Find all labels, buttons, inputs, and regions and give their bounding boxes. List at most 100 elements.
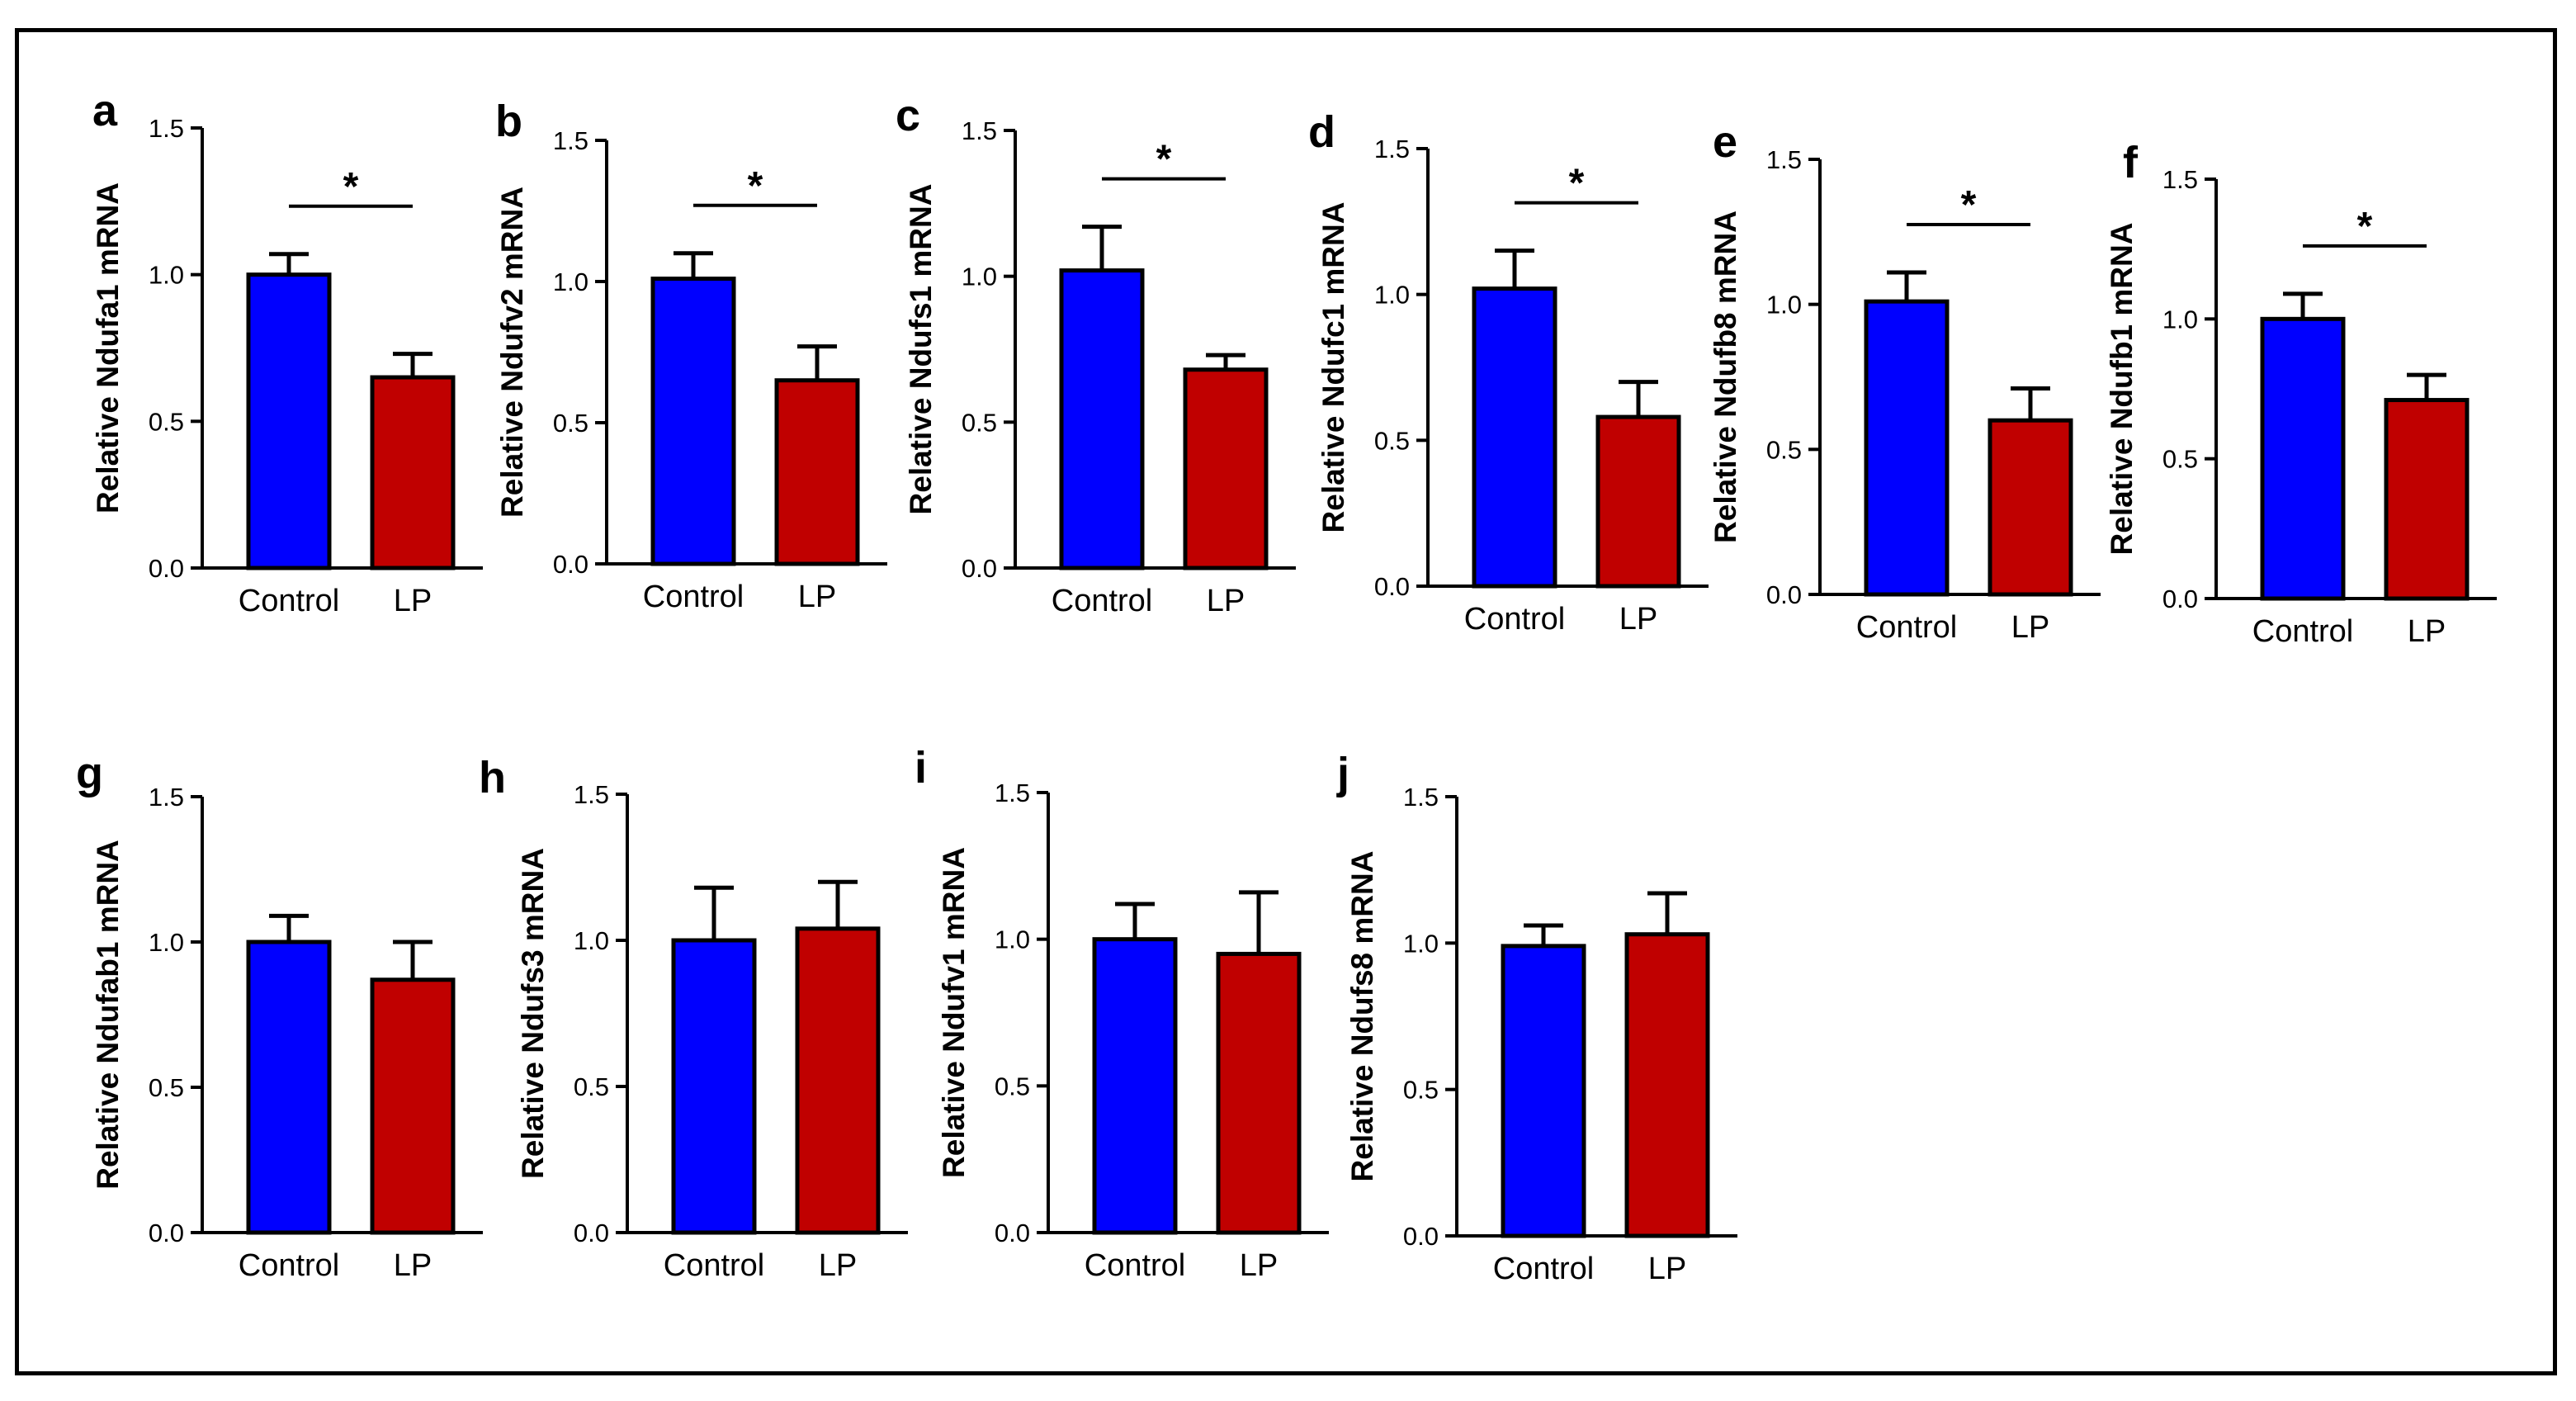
bar-control xyxy=(1472,286,1557,589)
category-label: Control xyxy=(1493,1252,1595,1286)
bar-lp xyxy=(1216,951,1302,1235)
y-tick-label: 1.0 xyxy=(1374,281,1410,310)
y-tick-label: 1.0 xyxy=(1766,291,1802,319)
panel-f: f 0.0 0.5 1.0 1.5 Relative Ndufb1 mRNA Control… xyxy=(2105,138,2497,649)
y-tick-label: 0.5 xyxy=(149,1073,184,1102)
y-tick-label: 1.5 xyxy=(553,126,588,155)
y-tick-label: 0.0 xyxy=(962,554,997,583)
bar-lp xyxy=(370,977,456,1235)
category-label: LP xyxy=(394,584,432,618)
panel-j: j 0.0 0.5 1.0 1.5 Relative Ndufs8 mRNA Control… xyxy=(1336,749,1737,1286)
y-tick-label: 1.0 xyxy=(962,263,997,291)
y-tick-label: 1.0 xyxy=(995,925,1030,954)
bar-control xyxy=(1501,944,1586,1238)
bar-lp xyxy=(774,378,860,566)
significance-marker: * xyxy=(748,164,763,208)
y-tick-label: 0.5 xyxy=(1403,1076,1439,1105)
category-label: Control xyxy=(643,580,744,614)
category-label: Control xyxy=(1856,610,1958,645)
y-axis-label: Relative Ndufs1 mRNA xyxy=(904,184,938,515)
y-tick-label: 1.5 xyxy=(2162,165,2198,194)
panel-i: i 0.0 0.5 1.0 1.5 Relative Ndufv1 mRNA Control… xyxy=(915,743,1329,1283)
y-tick-label: 0.5 xyxy=(2162,445,2198,474)
y-axis-label: Relative Ndufa1 mRNA xyxy=(91,182,125,514)
y-axis-label: Relative Ndufs3 mRNA xyxy=(516,848,550,1179)
y-tick-label: 1.0 xyxy=(149,261,184,290)
panel-a: a 0.0 0.5 1.0 1.5 Relative Ndufa1 mRNA Control… xyxy=(91,86,483,618)
panel-b: b 0.0 0.5 1.0 1.5 Relative Ndufv2 mRNA Control… xyxy=(495,97,887,614)
category-label: LP xyxy=(1648,1252,1686,1286)
y-tick-label: 0.0 xyxy=(574,1219,609,1247)
category-label: LP xyxy=(819,1248,857,1283)
bar-lp xyxy=(795,926,881,1235)
category-label: LP xyxy=(1240,1248,1278,1283)
category-label: LP xyxy=(394,1248,432,1283)
y-axis-label: Relative Ndufb8 mRNA xyxy=(1709,211,1742,543)
y-axis-label: Relative Ndufab1 mRNA xyxy=(91,840,125,1190)
bar-control xyxy=(1092,937,1178,1235)
bar-lp xyxy=(1183,367,1269,570)
bar-control xyxy=(2260,316,2346,601)
y-tick-label: 1.0 xyxy=(2162,305,2198,334)
category-label: LP xyxy=(1207,584,1245,618)
y-tick-label: 0.0 xyxy=(1403,1222,1439,1251)
panel-g: g 0.0 0.5 1.0 1.5 Relative Ndufab1 mRNA Contro… xyxy=(76,749,483,1283)
panel-e: e 0.0 0.5 1.0 1.5 Relative Ndufb8 mRNA Control… xyxy=(1709,117,2101,645)
y-tick-label: 1.0 xyxy=(149,928,184,957)
bar-control xyxy=(1864,299,1950,597)
panel-d: d 0.0 0.5 1.0 1.5 Relative Ndufc1 mRNA Control… xyxy=(1308,107,1709,637)
y-tick-label: 0.0 xyxy=(149,1219,184,1247)
y-axis-label: Relative Ndufv2 mRNA xyxy=(495,187,529,518)
panel-letter: f xyxy=(2123,138,2139,187)
category-label: Control xyxy=(239,584,340,618)
category-label: LP xyxy=(1619,602,1657,637)
y-axis-label: Relative Ndufb1 mRNA xyxy=(2105,223,2139,556)
y-tick-label: 1.0 xyxy=(553,267,588,296)
bar-lp xyxy=(1988,418,2073,597)
y-tick-label: 1.5 xyxy=(1374,135,1410,163)
y-axis-label: Relative Ndufc1 mRNA xyxy=(1316,202,1350,533)
bar-control xyxy=(246,272,332,570)
significance-marker: * xyxy=(2357,205,2373,248)
significance-marker: * xyxy=(1961,183,1977,227)
panel-c: c 0.0 0.5 1.0 1.5 Relative Ndufs1 mRNA Control… xyxy=(896,91,1296,618)
y-tick-label: 1.5 xyxy=(995,779,1030,807)
bar-control xyxy=(246,940,332,1235)
panel-letter: h xyxy=(479,753,506,802)
category-label: Control xyxy=(1085,1248,1186,1283)
panel-h: h 0.0 0.5 1.0 1.5 Relative Ndufs3 mRNA Control… xyxy=(479,753,908,1283)
category-label: Control xyxy=(239,1248,340,1283)
significance-marker: * xyxy=(1156,138,1172,182)
bar-lp xyxy=(1624,932,1710,1238)
significance-marker: * xyxy=(1569,162,1585,206)
panel-letter: g xyxy=(76,749,103,798)
y-tick-label: 0.0 xyxy=(2162,585,2198,613)
significance-marker: * xyxy=(343,165,359,209)
panel-letter: c xyxy=(896,91,920,140)
y-axis-label: Relative Ndufs8 mRNA xyxy=(1345,851,1379,1182)
y-tick-label: 0.0 xyxy=(995,1219,1030,1247)
y-tick-label: 1.5 xyxy=(962,116,997,145)
y-axis-label: Relative Ndufv1 mRNA xyxy=(937,847,971,1178)
y-tick-label: 0.5 xyxy=(1374,426,1410,455)
y-tick-label: 1.0 xyxy=(1403,929,1439,958)
y-tick-label: 1.5 xyxy=(574,780,609,809)
y-tick-label: 0.0 xyxy=(553,550,588,579)
category-label: LP xyxy=(798,580,836,614)
category-label: Control xyxy=(2252,614,2354,649)
figure-frame xyxy=(15,28,2557,1375)
panel-letter: b xyxy=(495,97,522,146)
y-tick-label: 1.5 xyxy=(149,114,184,143)
y-tick-label: 0.0 xyxy=(1766,580,1802,609)
panel-letter: j xyxy=(1336,749,1349,798)
bar-lp xyxy=(370,375,456,570)
y-tick-label: 1.5 xyxy=(1766,145,1802,174)
y-tick-label: 1.5 xyxy=(149,783,184,812)
category-label: LP xyxy=(2408,614,2446,649)
panel-letter: e xyxy=(1713,117,1737,167)
category-label: Control xyxy=(664,1248,765,1283)
category-label: Control xyxy=(1464,602,1566,637)
y-tick-label: 1.0 xyxy=(574,926,609,955)
category-label: LP xyxy=(2011,610,2049,645)
